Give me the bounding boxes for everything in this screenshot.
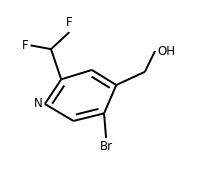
Text: F: F (22, 39, 29, 52)
Text: Br: Br (100, 140, 113, 153)
Text: OH: OH (157, 45, 175, 57)
Text: N: N (34, 97, 42, 110)
Text: F: F (66, 16, 73, 29)
